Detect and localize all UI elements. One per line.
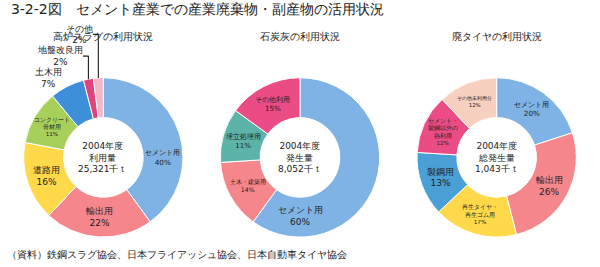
- svg-text:2004年度発生量8,052千ｔ: 2004年度発生量8,052千ｔ: [278, 141, 322, 174]
- svg-text:製鋼用13%: 製鋼用13%: [427, 167, 454, 189]
- svg-text:廃タイヤの利用状況: 廃タイヤの利用状況: [452, 31, 542, 42]
- svg-text:輸出用26%: 輸出用26%: [536, 175, 563, 197]
- svg-text:2004年度総発生量1,043千ｔ: 2004年度総発生量1,043千ｔ: [475, 141, 519, 174]
- svg-text:その他未利用分12%: その他未利用分12%: [457, 95, 492, 108]
- svg-text:2004年度利用量25,321千ｔ: 2004年度利用量25,321千ｔ: [78, 141, 128, 174]
- svg-text:セメント用20%: セメント用20%: [514, 100, 549, 118]
- svg-text:土木・建築用14%: 土木・建築用14%: [230, 178, 266, 193]
- svg-text:セメント用40%: セメント用40%: [145, 148, 180, 166]
- svg-text:石炭灰の利用状況: 石炭灰の利用状況: [260, 31, 340, 42]
- svg-text:その他利用15%: その他利用15%: [255, 95, 290, 113]
- svg-text:セメント用60%: セメント用60%: [278, 205, 323, 227]
- svg-text:高炉スラグの利用状況: 高炉スラグの利用状況: [53, 31, 153, 42]
- svg-text:セメント・製鋼以外の熱利用12%: セメント・製鋼以外の熱利用12%: [428, 118, 458, 146]
- svg-text:土木用7%: 土木用7%: [35, 67, 62, 89]
- svg-text:再生タイヤ・再生ゴム用17%: 再生タイヤ・再生ゴム用17%: [462, 204, 498, 225]
- svg-text:その他2%: その他2%: [66, 24, 93, 46]
- svg-text:埋立処理用11%: 埋立処理用11%: [225, 132, 261, 150]
- svg-text:コンクリート骨材用11%: コンクリート骨材用11%: [34, 117, 70, 138]
- svg-text:道路用16%: 道路用16%: [33, 165, 60, 187]
- svg-text:（資料）鉄鋼スラグ協会、日本フライアッシュ協会、日本自動車タ: （資料）鉄鋼スラグ協会、日本フライアッシュ協会、日本自動車タイヤ協会: [7, 249, 347, 260]
- svg-text:地盤改良用2%: 地盤改良用2%: [37, 45, 83, 67]
- svg-text:輸出用22%: 輸出用22%: [86, 206, 113, 228]
- svg-text:3-2-2図 セメント産業での産業廃棄物・副産物の活用状況: 3-2-2図 セメント産業での産業廃棄物・副産物の活用状況: [11, 1, 384, 17]
